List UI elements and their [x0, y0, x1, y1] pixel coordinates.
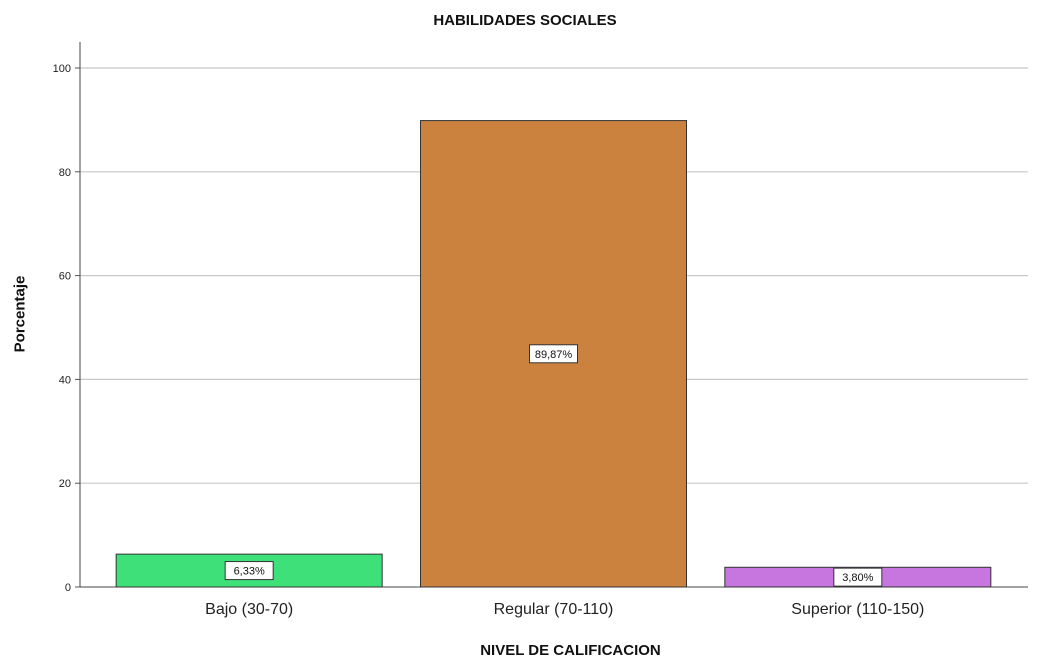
data-label: 6,33%	[234, 566, 265, 578]
y-axis-label: Porcentaje	[11, 275, 29, 353]
y-tick-label: 20	[59, 478, 71, 490]
chart-title: HABILIDADES SOCIALES	[433, 12, 617, 29]
x-tick-label: Superior (110-150)	[791, 601, 924, 618]
data-label-box	[833, 567, 883, 587]
x-tick-label: Bajo (30-70)	[205, 601, 293, 618]
y-tick-label: 40	[59, 374, 71, 386]
data-label-box	[224, 561, 274, 581]
y-tick-label: 100	[53, 63, 71, 75]
y-tick-label: 0	[65, 582, 71, 594]
x-tick-label: Regular (70-110)	[494, 601, 614, 618]
data-label: 89,87%	[535, 349, 573, 361]
y-tick-label: 80	[59, 167, 71, 179]
data-label-box	[529, 344, 578, 364]
tick-labels: 0 20 40 60 80 100 Bajo (30-70) Regular (70-110)…	[53, 63, 925, 618]
data-labels: 6,33% 89,87% 3,80%	[224, 344, 883, 587]
y-tick-label: 60	[59, 271, 71, 283]
x-axis-label: NIVEL DE CALIFICACION	[480, 642, 661, 659]
data-label: 3,80%	[842, 572, 873, 584]
